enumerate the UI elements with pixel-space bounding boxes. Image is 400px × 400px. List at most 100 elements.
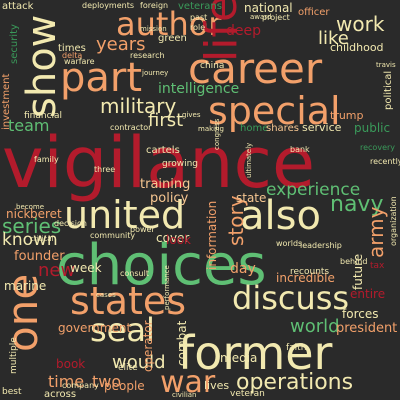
word-week: week [70,261,102,275]
word-author: author [116,5,222,43]
word-award: award [250,13,272,21]
word-investment: investment [1,73,12,130]
word-special: special [208,89,341,133]
word-security: security [9,24,20,64]
word-media: media [220,351,258,365]
word-tax: tax [370,261,385,271]
word-decision: decision [54,219,87,228]
word-civilian: civilian [172,391,197,399]
word-policy: policy [150,191,189,206]
word-research: research [130,51,165,60]
word-series: series [2,214,62,238]
word-power: power [130,225,155,234]
word-day: day [230,261,256,277]
word-vigilance: vigilance [2,122,316,204]
word-china: china [200,61,225,71]
word-gives: gives [182,111,201,119]
word-cover: cover [156,231,190,245]
word-delta: delta [62,51,83,60]
word-part: part [60,55,143,101]
word-critical: critical [30,235,54,243]
word-training: training [140,177,191,192]
word-experience: experience [266,180,361,200]
word-united: united [64,193,186,237]
word-show: show [19,14,65,118]
word-public: public [354,121,391,135]
word-beret: beret [30,207,62,221]
word-attack: attack [2,1,34,12]
word-combat: combat [175,320,189,366]
word-cases: cases [96,291,116,299]
word-travis: travis [376,61,396,69]
word-cartels: cartels [146,145,180,156]
word-project: project [262,13,290,22]
word-growing: growing [162,159,198,169]
word-navy: navy [330,192,384,217]
word-times: times [58,43,86,54]
word-new: new [38,260,76,281]
word-military: military [100,94,177,118]
word-childhood: childhood [330,41,384,54]
word-making: making [198,125,224,133]
word-behind: behind [340,257,368,266]
word-become: become [16,203,45,211]
word-home: home [240,123,269,134]
word-marine: marine [4,279,47,293]
word-financial: financial [24,111,63,121]
word-consult: consult [120,269,149,278]
word-contractor: contractor [110,123,152,132]
word-officer: officer [298,7,330,18]
word-service: service [302,121,342,134]
word-former: former [178,326,333,380]
word-best: best [2,387,22,397]
word-work: work [336,12,385,36]
word-team: team [8,116,50,135]
word-recovery: recovery [360,143,396,152]
word-ultimately: ultimately [245,142,253,178]
word-nick: nick [6,207,31,221]
word-seal: seal [90,311,155,349]
word-trump: trump [330,109,364,122]
word-book: book [56,357,86,371]
word-world: world [290,316,340,337]
word-national: national [244,1,293,15]
word-information: information [205,200,219,270]
word-performance: performance [163,265,171,310]
word-three: three [94,165,116,174]
word-founder: founder [14,249,65,264]
word-deployments: deployments [82,1,135,10]
word-veterans: veterans [178,1,222,12]
word-congress: congress [213,118,221,150]
word-years: years [96,34,146,55]
word-career: career [188,44,323,93]
word-journey: journey [142,69,169,77]
word-like: like [318,28,349,49]
word-known: known [2,230,58,250]
word-operator: operator [141,320,155,372]
word-lives: lives [204,379,230,392]
word-people: people [104,379,145,393]
word-foreign: foreign [140,1,169,10]
word-green: green [158,33,187,44]
word-incredible: incredible [276,271,335,285]
word-shares: shares [266,123,299,134]
word-discuss: discuss [232,279,350,317]
word-political: political [383,70,394,110]
word-role: role [190,23,206,32]
word-time: time [48,372,85,391]
word-entire: entire [350,287,386,301]
word-company: company [62,381,99,390]
word-leadership: leadership [300,241,342,250]
word-veteran: veteran [230,389,265,399]
word-recently: recently [370,157,400,166]
word-deep: deep [226,23,261,39]
word-elite: elite [118,363,138,373]
word-first: first [148,110,184,131]
word-faith: faith [286,343,307,353]
word-intelligence: intelligence [158,81,240,97]
word-mission: mission [140,25,167,33]
word-look: look [166,233,191,247]
word-community: community [90,231,136,240]
word-army: army [364,206,388,258]
